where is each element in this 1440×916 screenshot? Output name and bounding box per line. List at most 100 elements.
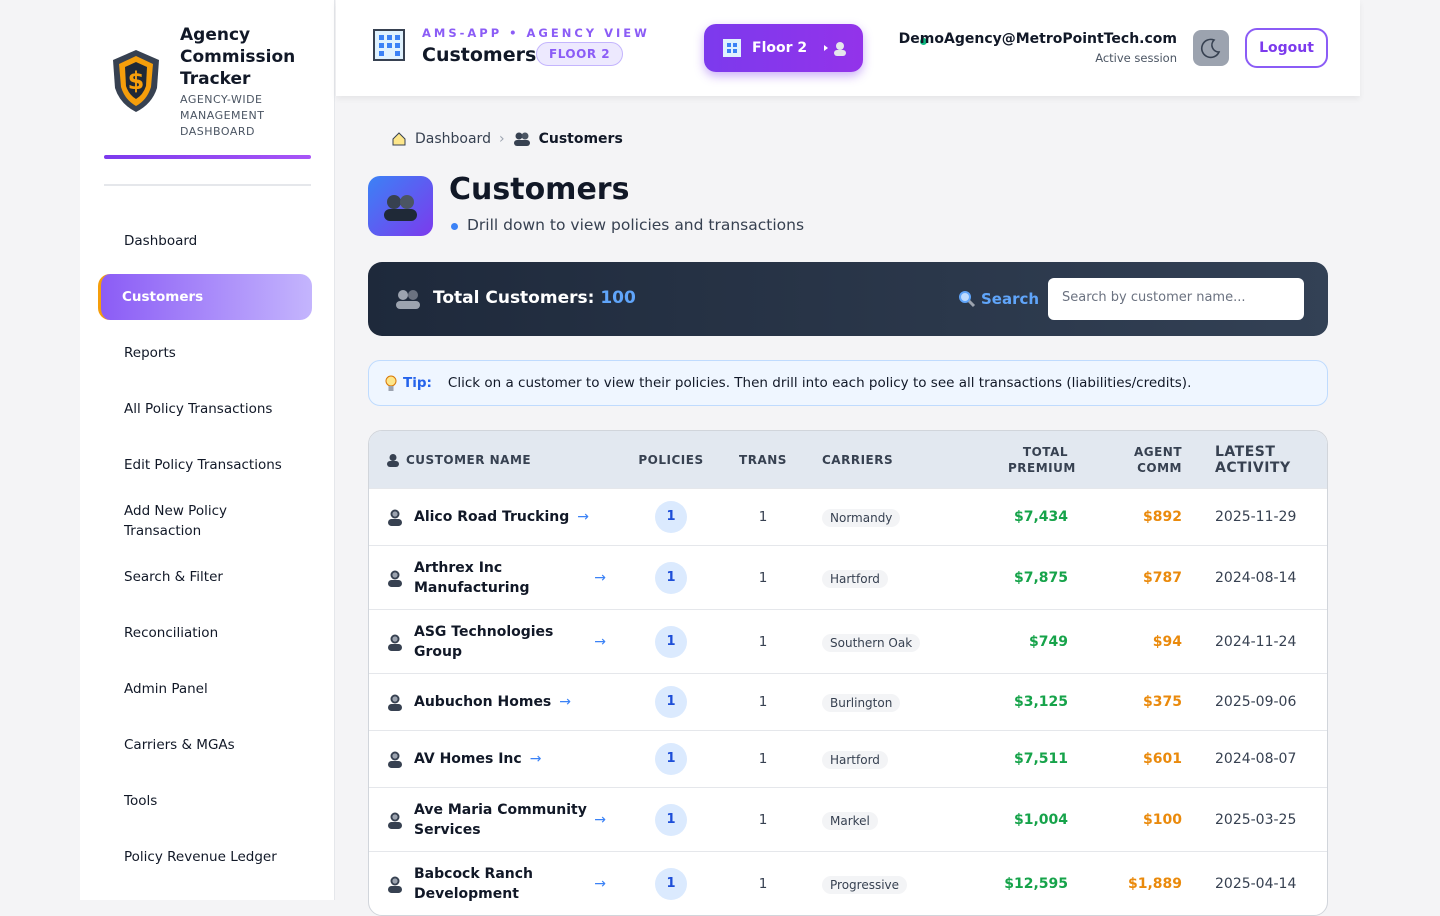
table-row[interactable]: Ave Maria Community Services → 1 1 Markel $1,… xyxy=(369,787,1327,851)
app-label: AMS-APP • AGENCY VIEW xyxy=(422,26,650,40)
carrier-cell: Hartford xyxy=(810,749,960,769)
nav-item[interactable]: Tools xyxy=(124,793,158,809)
column-header: AGENT COMM xyxy=(1080,444,1194,476)
tip: Tip: Click on a customer to view their p… xyxy=(368,360,1328,406)
column-label: TRANS xyxy=(739,452,787,467)
person-icon xyxy=(388,812,402,829)
person-icon xyxy=(388,751,402,768)
building-icon xyxy=(373,29,405,61)
people-icon xyxy=(384,195,417,221)
customer-name[interactable]: Ave Maria Community Services xyxy=(414,801,587,838)
header: AMS-APP • AGENCY VIEW Customers FLOOR 2 … xyxy=(336,0,1360,96)
latest-activity: 2024-11-24 xyxy=(1215,633,1297,650)
search-icon xyxy=(959,291,976,308)
nav-item[interactable]: Reports xyxy=(124,345,176,361)
nav-item[interactable]: Policy Revenue Ledger xyxy=(124,849,277,865)
tip-text: Click on a customer to view their polici… xyxy=(447,375,1192,391)
nav-item[interactable]: Customers xyxy=(98,274,312,320)
customer-cell: Babcock Ranch Development → xyxy=(369,864,626,904)
policy-count: 1 xyxy=(655,625,687,658)
column-label: AGENT COMM xyxy=(1133,444,1182,475)
total-premium: $7,875 xyxy=(1013,569,1068,586)
nav-item[interactable]: Add New Policy Transaction xyxy=(124,503,227,539)
total-count: 100 xyxy=(600,288,636,308)
customer-name[interactable]: ASG Technologies Group xyxy=(414,623,554,660)
floor-icon xyxy=(723,39,741,57)
agent-comm: $787 xyxy=(1143,569,1182,586)
breadcrumb: Dashboard › Customers xyxy=(391,131,623,147)
policy-count: 1 xyxy=(655,686,687,718)
nav-item[interactable]: Dashboard xyxy=(124,233,198,249)
person-icon xyxy=(388,509,402,526)
drill-arrow: → xyxy=(594,633,606,650)
customer-name[interactable]: Aubuchon Homes xyxy=(414,694,552,710)
table-row[interactable]: AV Homes Inc → 1 1 Hartford $7,511 $601 2024-08… xyxy=(369,730,1327,787)
nav-item[interactable]: Search & Filter xyxy=(124,569,223,585)
total-premium: $7,511 xyxy=(1013,751,1068,767)
header-page: Customers xyxy=(422,44,537,66)
nav-item[interactable]: All Policy Transactions xyxy=(124,401,273,417)
customer-cell: Alico Road Trucking → xyxy=(369,507,626,527)
accent-bar xyxy=(104,155,311,159)
moon-icon xyxy=(1200,38,1221,59)
customer-name[interactable]: AV Homes Inc xyxy=(414,751,522,767)
trans-count: 1 xyxy=(758,811,768,828)
nav-item[interactable]: Edit Policy Transactions xyxy=(124,457,282,473)
total-label: Total Customers: xyxy=(433,288,595,308)
breadcrumb-sep: › xyxy=(498,131,505,147)
customer-name[interactable]: Alico Road Trucking xyxy=(414,509,570,525)
customer-name[interactable]: Babcock Ranch Development xyxy=(414,865,533,902)
table-row[interactable]: Alico Road Trucking → 1 1 Normandy $7,434 $892… xyxy=(369,488,1327,545)
column-header: TRANS xyxy=(716,453,810,467)
page-subtitle: Drill down to view policies and transact… xyxy=(467,216,805,234)
customer-table: CUSTOMER NAME POLICIES TRANS CARRIERS TOTAL … xyxy=(368,430,1328,916)
nav-item[interactable]: Reconciliation xyxy=(124,625,219,641)
search-input[interactable]: Search by customer name... xyxy=(1048,278,1304,320)
drill-arrow: → xyxy=(594,811,606,828)
floor-button[interactable]: Floor 2 xyxy=(704,24,863,72)
carrier-cell: Hartford xyxy=(810,568,960,588)
total-premium: $3,125 xyxy=(1013,694,1068,710)
carrier-tag: Burlington xyxy=(822,694,901,712)
col-icon xyxy=(387,453,399,467)
drill-arrow: → xyxy=(594,875,606,892)
agent-comm: $94 xyxy=(1152,633,1182,650)
customer-cell: AV Homes Inc → xyxy=(369,749,626,769)
latest-activity: 2025-04-14 xyxy=(1215,875,1297,892)
column-header: LATEST ACTIVITY xyxy=(1194,444,1327,476)
column-header: CUSTOMER NAME xyxy=(369,453,626,467)
table-row[interactable]: Aubuchon Homes → 1 1 Burlington $3,125 $375 202… xyxy=(369,673,1327,730)
column-header: TOTAL PREMIUM xyxy=(960,444,1080,476)
policy-count: 1 xyxy=(655,743,687,775)
column-label: CARRIERS xyxy=(822,452,894,467)
total-premium: $749 xyxy=(1029,633,1068,650)
breadcrumb-link[interactable]: Dashboard xyxy=(415,131,491,147)
logout-button[interactable]: Logout xyxy=(1245,28,1328,68)
carrier-cell: Southern Oak xyxy=(810,632,960,652)
theme-toggle[interactable] xyxy=(1193,30,1229,66)
carrier-tag: Hartford xyxy=(822,751,888,769)
svg-text:$: $ xyxy=(128,67,145,95)
table-row[interactable]: ASG Technologies Group → 1 1 Southern Oak $74… xyxy=(369,609,1327,673)
divider xyxy=(104,184,311,186)
carrier-tag: Markel xyxy=(822,811,878,830)
nav-item[interactable]: Carriers & MGAs xyxy=(124,737,235,753)
policies-cell: 1 xyxy=(626,803,716,836)
total-premium: $1,004 xyxy=(1013,811,1068,828)
customer-cell: Arthrex Inc Manufacturing → xyxy=(369,558,626,598)
customer-name[interactable]: Arthrex Inc Manufacturing xyxy=(414,559,530,596)
nav-item[interactable]: Admin Panel xyxy=(124,681,208,697)
table-row[interactable]: Babcock Ranch Development → 1 1 Progressive $… xyxy=(369,851,1327,915)
trans-count: 1 xyxy=(758,569,768,586)
bullet xyxy=(451,223,458,230)
drill-arrow: → xyxy=(577,509,589,525)
trans-count: 1 xyxy=(758,633,768,650)
drill-arrow: → xyxy=(529,751,542,767)
trans-count: 1 xyxy=(758,751,768,767)
app-subtitle: AGENCY-WIDE MANAGEMENT DASHBOARD xyxy=(180,93,265,138)
table-row[interactable]: Arthrex Inc Manufacturing → 1 1 Hartford $7,8… xyxy=(369,545,1327,609)
policies-cell: 1 xyxy=(626,625,716,658)
column-label: POLICIES xyxy=(638,452,704,467)
policies-cell: 1 xyxy=(626,561,716,594)
trans-count: 1 xyxy=(758,875,768,892)
